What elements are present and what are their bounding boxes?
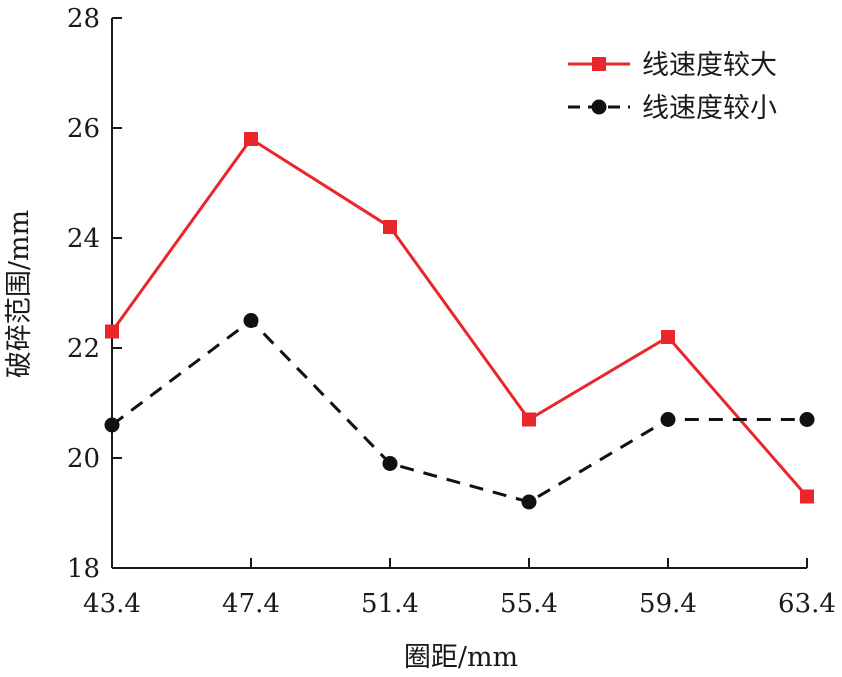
data-point-square bbox=[522, 412, 536, 427]
x-tick-label: 55.4 bbox=[500, 589, 558, 619]
y-tick-label: 26 bbox=[67, 114, 100, 144]
data-point-circle bbox=[660, 412, 676, 427]
series-2 bbox=[104, 313, 815, 510]
y-tick-label: 28 bbox=[67, 4, 100, 34]
y-tick-label: 20 bbox=[67, 444, 100, 474]
x-axis-label: 圈距/mm bbox=[404, 642, 518, 673]
legend-label: 线速度较小 bbox=[642, 93, 777, 124]
series-group bbox=[104, 132, 815, 510]
legend-marker-circle bbox=[591, 99, 607, 115]
series-line bbox=[110, 136, 809, 498]
x-tick-label: 47.4 bbox=[222, 589, 280, 619]
y-axis-label: 破碎范围/mm bbox=[4, 210, 35, 378]
x-tick-label: 51.4 bbox=[361, 589, 419, 619]
data-point-square bbox=[105, 324, 119, 339]
series-1 bbox=[105, 132, 814, 504]
x-tick-label: 63.4 bbox=[778, 589, 836, 619]
y-tick-label: 22 bbox=[67, 334, 100, 364]
series-line bbox=[111, 318, 807, 504]
data-point-square bbox=[800, 489, 814, 504]
y-tick-label: 18 bbox=[67, 554, 100, 584]
data-point-circle bbox=[243, 313, 259, 328]
data-point-square bbox=[661, 330, 675, 344]
legend-entry-1: 线速度较大 bbox=[568, 50, 777, 81]
data-point-circle bbox=[382, 456, 398, 471]
data-point-circle bbox=[799, 412, 815, 427]
legend-marker-square bbox=[592, 57, 606, 71]
data-point-square bbox=[244, 132, 258, 146]
x-tick-label: 43.4 bbox=[83, 589, 141, 619]
data-point-circle bbox=[521, 494, 537, 510]
legend-entry-2: 线速度较小 bbox=[568, 93, 777, 124]
data-point-square bbox=[383, 220, 397, 234]
axes: 18 20 22 24 26 28 43.4 47.4 51.4 55.4 59.4 63.4 bbox=[67, 4, 836, 619]
legend-label: 线速度较大 bbox=[642, 50, 777, 81]
x-tick-label: 59.4 bbox=[639, 589, 697, 619]
data-point-circle bbox=[104, 417, 120, 433]
y-tick-label: 24 bbox=[67, 224, 100, 254]
